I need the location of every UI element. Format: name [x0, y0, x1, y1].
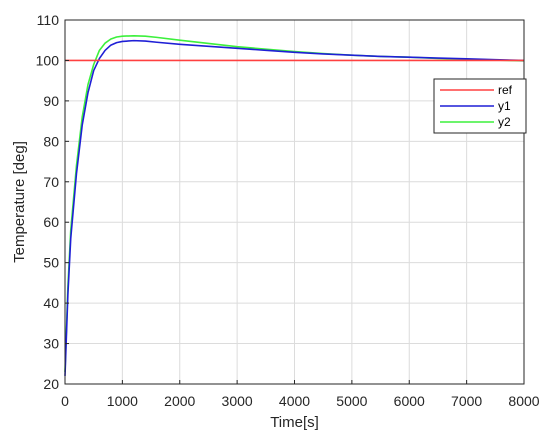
y-tick-label: 70: [43, 174, 59, 190]
legend-label-y1: y1: [498, 99, 511, 113]
y-tick-label: 40: [43, 295, 59, 311]
legend: ref y1 y2: [433, 78, 527, 134]
x-tick-label: 8000: [508, 393, 539, 409]
y-axis-label: Temperature [deg]: [11, 141, 28, 263]
legend-label-ref: ref: [498, 83, 513, 97]
x-tick-label: 5000: [336, 393, 367, 409]
x-tick-label: 0: [61, 393, 69, 409]
y-tick-label: 50: [43, 255, 59, 271]
grid-lines: [65, 20, 524, 384]
x-axis-label: Time[s]: [270, 414, 319, 431]
y-tick-label: 30: [43, 336, 59, 352]
legend-label-y2: y2: [498, 115, 511, 129]
x-tick-label: 3000: [222, 393, 253, 409]
x-tick-label: 1000: [107, 393, 138, 409]
x-tick-label: 6000: [394, 393, 425, 409]
y-tick-label: 100: [36, 52, 60, 68]
x-tick-label: 2000: [164, 393, 195, 409]
x-tick-label: 7000: [451, 393, 482, 409]
axis-ticks: 0 1000 2000 3000 4000 5000 6000 7000 8000 20 30 40 5…: [36, 12, 540, 409]
y-tick-label: 90: [43, 93, 59, 109]
y-tick-label: 110: [37, 12, 60, 28]
y-tick-label: 80: [43, 133, 59, 149]
series-lines: [64, 34, 525, 376]
y-tick-label: 20: [43, 376, 59, 392]
x-tick-label: 4000: [279, 393, 310, 409]
y-tick-label: 60: [43, 214, 59, 230]
series-line-y1: [64, 39, 525, 376]
